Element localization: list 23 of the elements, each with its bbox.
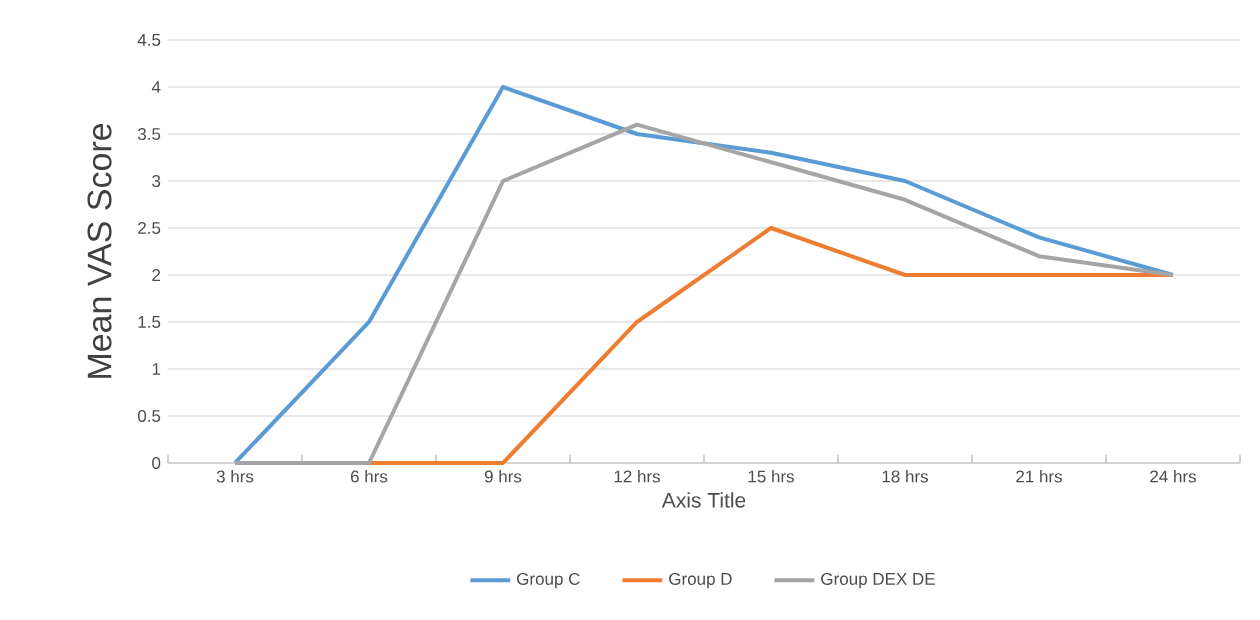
y-tick-label: 4.5 [137,34,161,46]
x-axis-title: Axis Title [661,492,746,508]
x-tick-label: 21 hrs [1016,470,1062,483]
y-tick-label: 4 [151,81,161,93]
y-tick-label: 1 [152,363,161,375]
x-tick-label: 12 hrs [614,470,660,483]
y-tick-label: 1.5 [138,316,161,328]
x-tick-label: 18 hrs [882,470,928,483]
x-tick-label: 3 hrs [216,470,254,483]
y-tick-label: 2.5 [138,221,161,234]
x-tick-label: 6 hrs [350,470,388,483]
legend-label: Group DEX DE [821,572,935,589]
x-tick-label: 24 hrs [1150,470,1196,483]
y-tick-label: 2 [152,269,161,281]
legend-label: Group C [517,572,580,589]
y-tick-label: 0.5 [137,409,161,422]
y-axis-title: Mean VAS Score [87,123,112,378]
y-tick-label: 0 [152,456,161,469]
y-tick-label: 3.5 [137,127,161,141]
y-tick-label: 3 [152,174,161,188]
x-tick-label: 9 hrs [484,470,522,483]
x-tick-label: 15 hrs [748,470,794,483]
legend-label: Group D [669,572,732,589]
